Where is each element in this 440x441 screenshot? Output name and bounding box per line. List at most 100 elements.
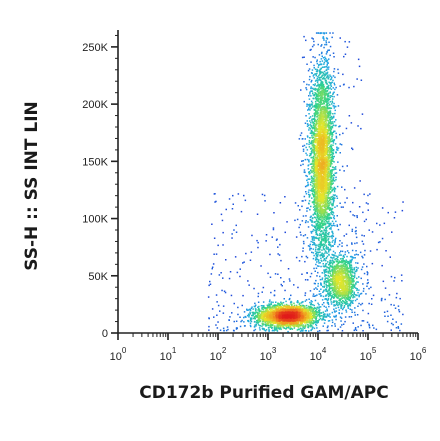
data-dot (326, 309, 328, 312)
data-dot (325, 298, 328, 301)
data-dot (328, 178, 331, 181)
data-dot (333, 115, 335, 118)
data-dot (339, 169, 341, 171)
data-dot (349, 266, 351, 269)
data-dot (336, 293, 338, 295)
data-dot (309, 128, 312, 130)
data-dot (327, 113, 330, 115)
data-dot (354, 327, 357, 329)
data-dot (330, 95, 332, 97)
data-dot (312, 322, 314, 325)
data-dot (327, 147, 329, 149)
data-dot (251, 234, 253, 237)
data-dot (308, 173, 311, 175)
data-dot (307, 183, 309, 186)
data-dot (319, 230, 322, 233)
data-dot (327, 151, 329, 153)
data-dot (328, 110, 330, 113)
data-dot (341, 274, 343, 277)
data-dot (301, 273, 303, 275)
data-dot (328, 135, 331, 137)
data-dot (332, 160, 334, 162)
data-dot (319, 108, 322, 111)
data-dot (316, 90, 318, 92)
data-dot (261, 323, 263, 325)
data-dot (279, 324, 281, 327)
data-dot (317, 227, 319, 229)
data-dot (340, 317, 343, 319)
data-dot (326, 72, 329, 74)
data-dot (311, 171, 313, 174)
data-dot (264, 321, 266, 323)
data-dot (330, 129, 332, 132)
data-dot (325, 122, 328, 124)
data-dot (323, 223, 325, 225)
data-dot (342, 307, 345, 309)
data-dot (314, 135, 317, 138)
data-dot (328, 142, 331, 144)
data-dot (345, 282, 347, 285)
data-dot (335, 276, 337, 278)
data-dot (308, 113, 310, 115)
data-dot (307, 321, 309, 323)
data-dot (320, 114, 322, 117)
data-dot (334, 283, 336, 286)
data-dot (308, 95, 310, 97)
data-dot (313, 304, 315, 307)
data-dot (333, 217, 336, 220)
data-dot (314, 116, 316, 118)
data-dot (300, 305, 303, 308)
data-dot (270, 320, 273, 323)
data-dot (336, 291, 338, 294)
data-dot (290, 294, 292, 297)
data-dot (328, 158, 330, 160)
data-dot (333, 295, 336, 297)
data-dot (267, 321, 269, 324)
data-dot (343, 292, 345, 294)
data-dot (318, 330, 321, 332)
data-dot (314, 229, 316, 232)
data-dot (303, 327, 306, 329)
data-dot (308, 84, 310, 86)
data-dot (312, 140, 315, 142)
data-dot (323, 70, 326, 73)
data-dot (326, 314, 328, 317)
data-dot (351, 301, 353, 303)
data-dot (352, 296, 354, 299)
data-dot (338, 243, 341, 246)
data-dot (327, 62, 329, 64)
data-dot (333, 187, 335, 189)
data-dot (311, 137, 314, 139)
data-dot (323, 112, 325, 114)
data-dot (315, 88, 317, 90)
data-dot (331, 275, 333, 277)
data-dot (356, 277, 358, 280)
data-dot (321, 109, 323, 111)
data-dot (306, 237, 309, 239)
data-dot (284, 196, 286, 198)
data-dot (333, 300, 335, 302)
data-dot (326, 102, 328, 104)
data-dot (322, 123, 324, 126)
data-dot (352, 278, 354, 281)
data-dot (309, 132, 312, 134)
data-dot (336, 146, 338, 148)
data-dot (225, 208, 227, 211)
data-dot (341, 279, 344, 282)
data-dot (307, 221, 309, 223)
data-dot (339, 202, 341, 204)
data-dot (320, 243, 322, 245)
data-dot (219, 329, 222, 331)
data-dot (346, 303, 348, 305)
data-dot (353, 187, 356, 189)
data-dot (333, 270, 335, 273)
data-dot (313, 161, 315, 163)
data-dot (304, 329, 307, 332)
data-dot (314, 206, 317, 208)
data-dot (321, 119, 323, 121)
data-dot (310, 324, 313, 327)
data-dot (315, 124, 317, 126)
data-dot (311, 149, 313, 151)
data-dot (332, 201, 335, 203)
data-dot (349, 270, 352, 272)
